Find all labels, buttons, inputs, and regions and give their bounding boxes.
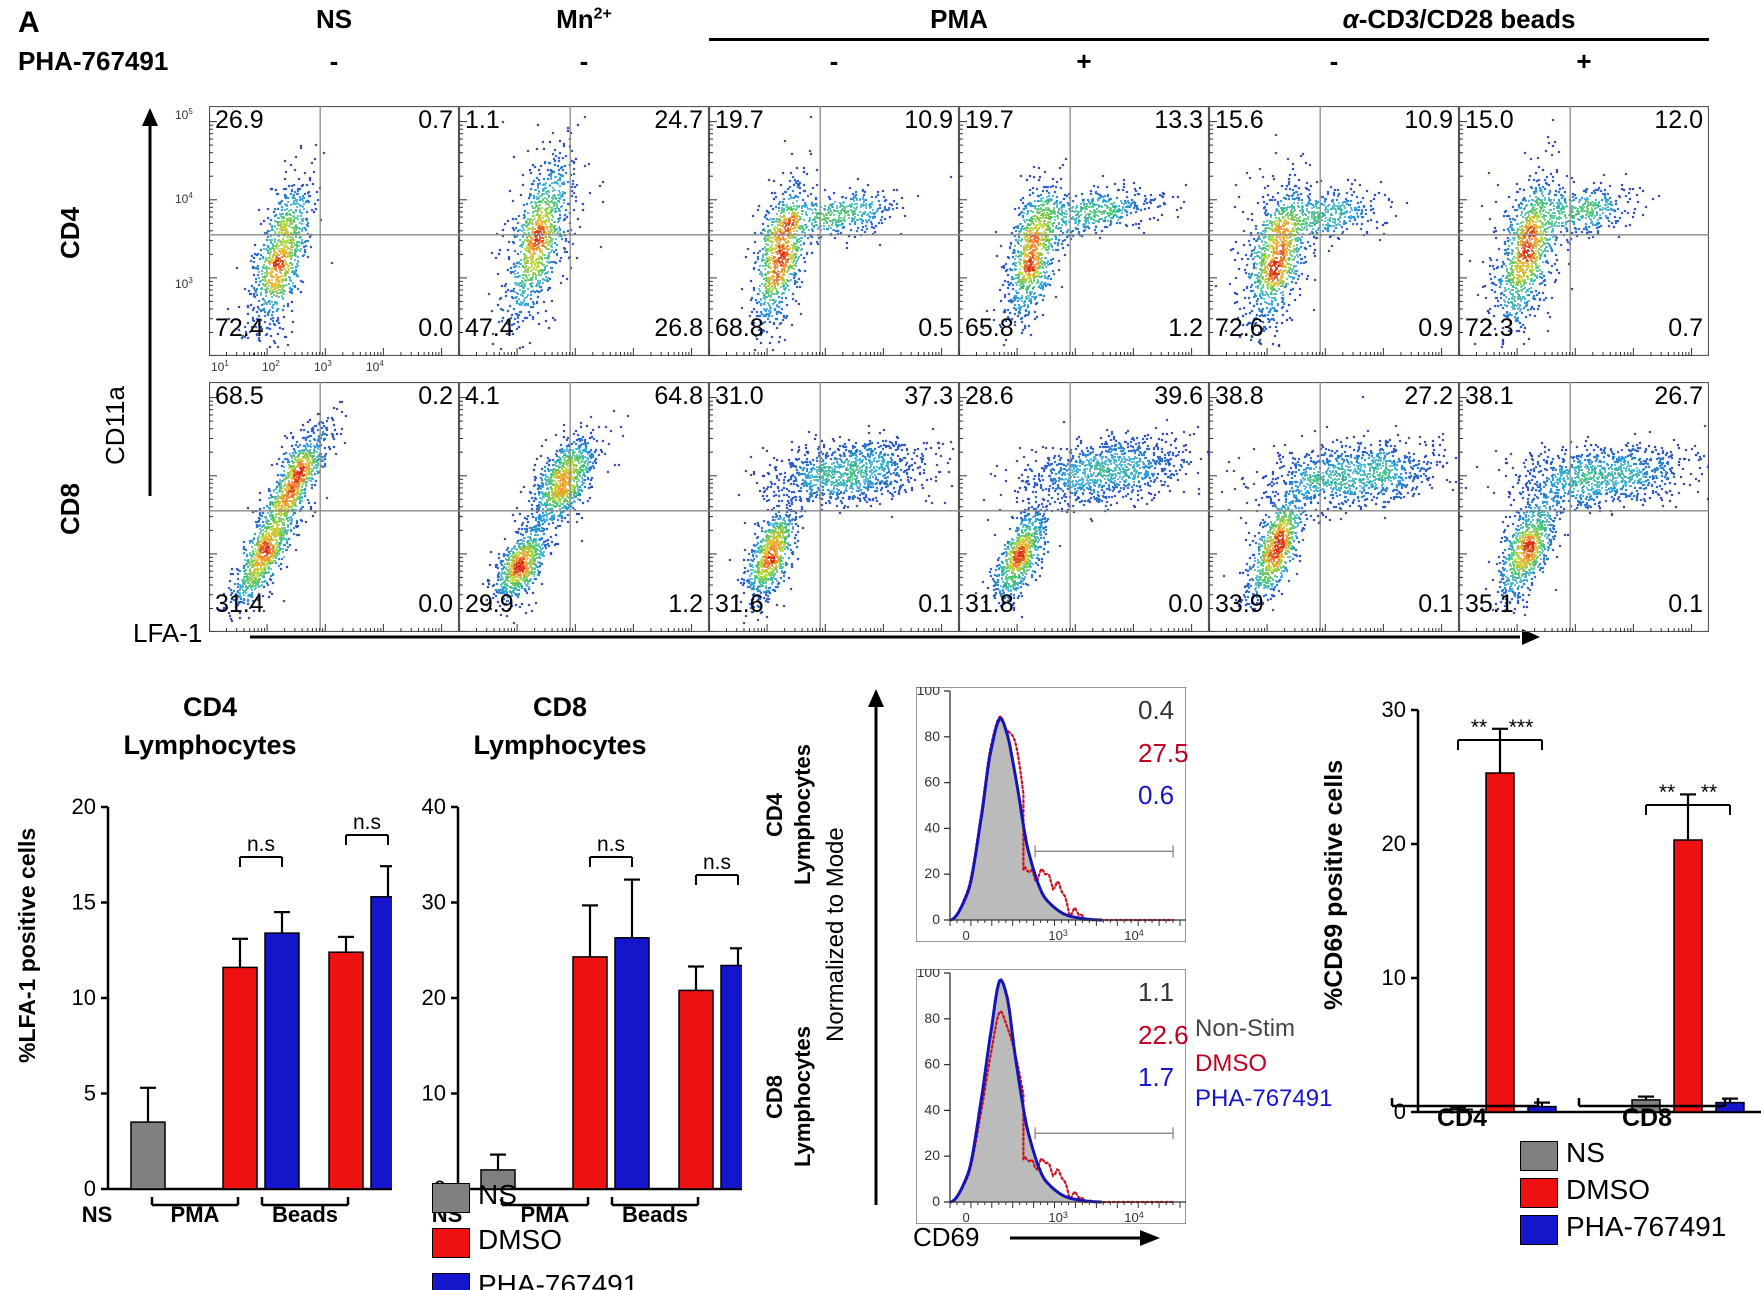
svg-text:30: 30 bbox=[422, 890, 446, 915]
svg-text:10: 10 bbox=[1382, 965, 1406, 990]
svg-text:n.s: n.s bbox=[247, 833, 275, 856]
svg-text:100: 100 bbox=[917, 969, 941, 980]
svg-text:15: 15 bbox=[72, 890, 96, 915]
svg-text:20: 20 bbox=[1382, 831, 1406, 856]
svg-text:30: 30 bbox=[1382, 700, 1406, 722]
svg-text:20: 20 bbox=[72, 797, 96, 819]
svg-text:n.s: n.s bbox=[703, 851, 731, 874]
svg-text:n.s: n.s bbox=[353, 811, 381, 834]
svg-text:5: 5 bbox=[84, 1081, 96, 1106]
svg-text:n.s: n.s bbox=[597, 833, 625, 856]
svg-text:60: 60 bbox=[924, 1056, 940, 1072]
svg-text:0: 0 bbox=[932, 1193, 940, 1209]
svg-text:0: 0 bbox=[932, 911, 940, 927]
svg-text:80: 80 bbox=[924, 1010, 940, 1026]
svg-text:40: 40 bbox=[924, 1101, 940, 1117]
svg-text:40: 40 bbox=[422, 797, 446, 819]
svg-text:***: *** bbox=[1509, 716, 1534, 739]
svg-text:0: 0 bbox=[84, 1176, 96, 1197]
svg-text:40: 40 bbox=[924, 819, 940, 835]
svg-text:100: 100 bbox=[917, 687, 941, 698]
svg-text:10: 10 bbox=[422, 1081, 446, 1106]
svg-text:20: 20 bbox=[924, 865, 940, 881]
svg-text:60: 60 bbox=[924, 774, 940, 790]
svg-text:20: 20 bbox=[422, 985, 446, 1010]
svg-text:10: 10 bbox=[72, 985, 96, 1010]
svg-text:80: 80 bbox=[924, 728, 940, 744]
svg-text:0: 0 bbox=[962, 928, 969, 942]
svg-text:20: 20 bbox=[924, 1147, 940, 1163]
svg-text:**: ** bbox=[1471, 716, 1487, 739]
svg-text:**: ** bbox=[1701, 781, 1717, 804]
svg-text:**: ** bbox=[1659, 781, 1675, 804]
